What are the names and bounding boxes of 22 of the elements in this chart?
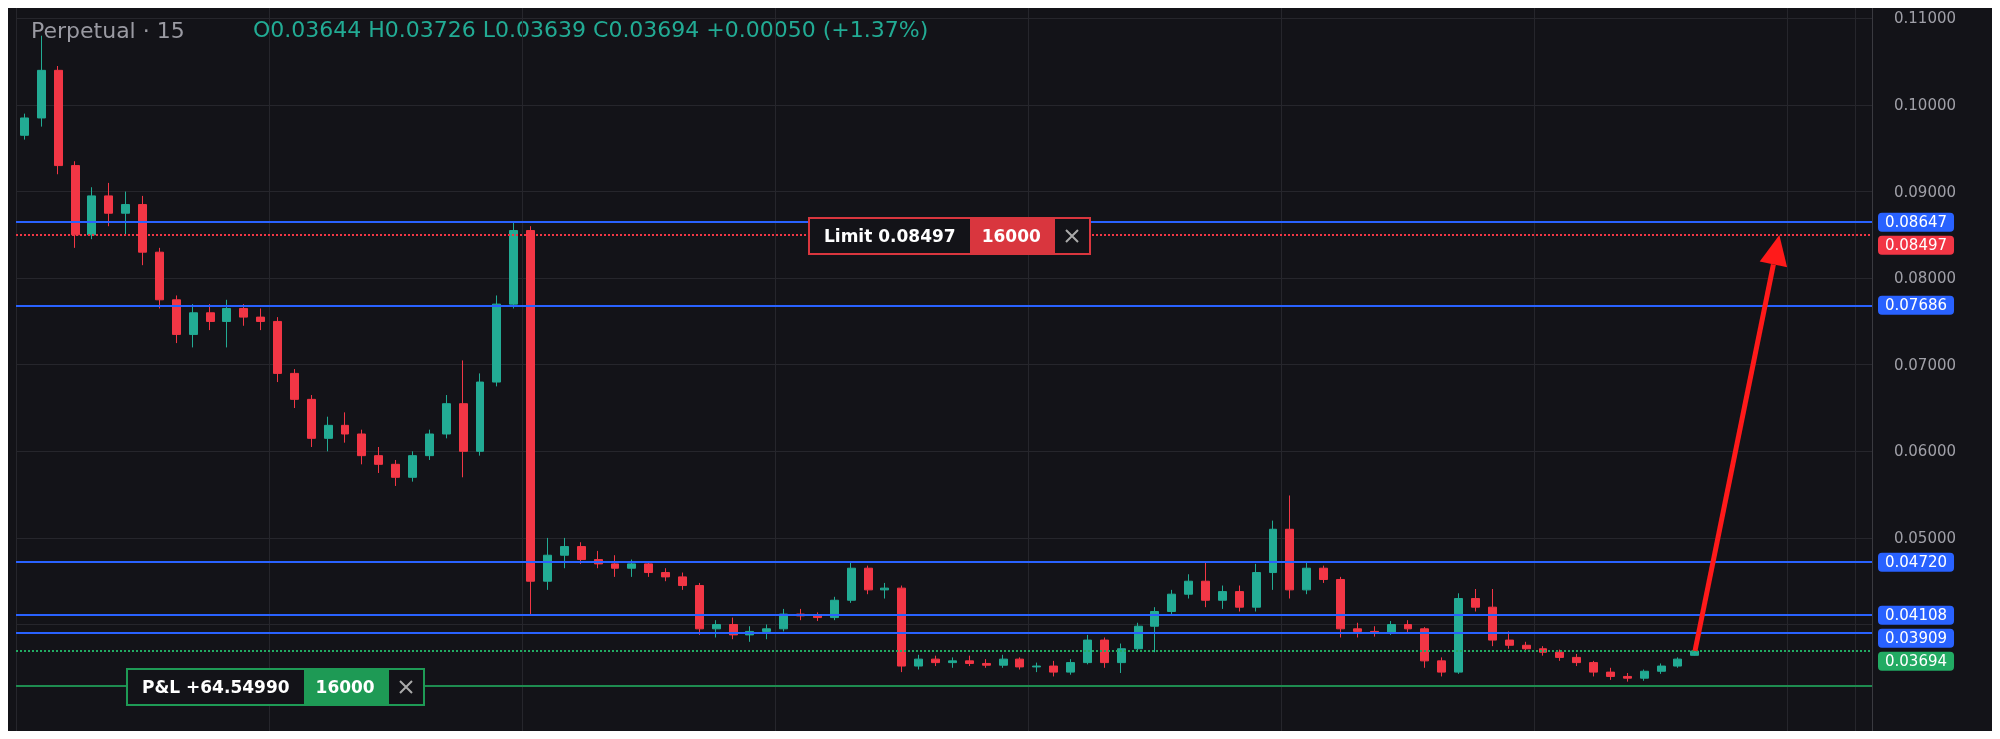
y-tick-label: 0.11000 bbox=[1894, 9, 1957, 28]
ref-line-label: 0.03909 bbox=[1885, 629, 1948, 648]
order-tag: P&L +64.54990 16000 bbox=[126, 667, 425, 706]
y-tick-label: 0.07000 bbox=[1894, 355, 1957, 374]
order-tag: Limit 0.08497 16000 bbox=[808, 217, 1091, 256]
chart-title: Perpetual · 15 bbox=[31, 17, 185, 43]
annotation: Limit 0.08497 bbox=[823, 225, 957, 249]
annotation: O0.03644 H0.03726 L0.03639 C0.03694 +0.00050 (+1.37%) bbox=[253, 16, 929, 42]
annotation: P&L +64.54990 bbox=[141, 675, 291, 699]
y-tick-label: 0.09000 bbox=[1894, 182, 1957, 201]
y-tick-label: 0.06000 bbox=[1894, 442, 1957, 461]
annotation: 16000 bbox=[969, 219, 1053, 254]
y-tick-label: 0.05000 bbox=[1894, 528, 1957, 547]
ref-line-label: 0.08497 bbox=[1885, 236, 1948, 255]
y-tick-label: 0.10000 bbox=[1894, 95, 1957, 114]
y-tick-label: 0.08000 bbox=[1894, 269, 1957, 288]
ref-line-label: 0.08647 bbox=[1885, 213, 1948, 232]
ref-line-label: 0.04720 bbox=[1885, 553, 1948, 572]
ref-line-label: 0.04108 bbox=[1885, 606, 1948, 625]
ref-line-label: 0.07686 bbox=[1885, 296, 1948, 315]
annotation: 16000 bbox=[303, 669, 387, 704]
ref-line-label: 0.03694 bbox=[1885, 652, 1948, 671]
